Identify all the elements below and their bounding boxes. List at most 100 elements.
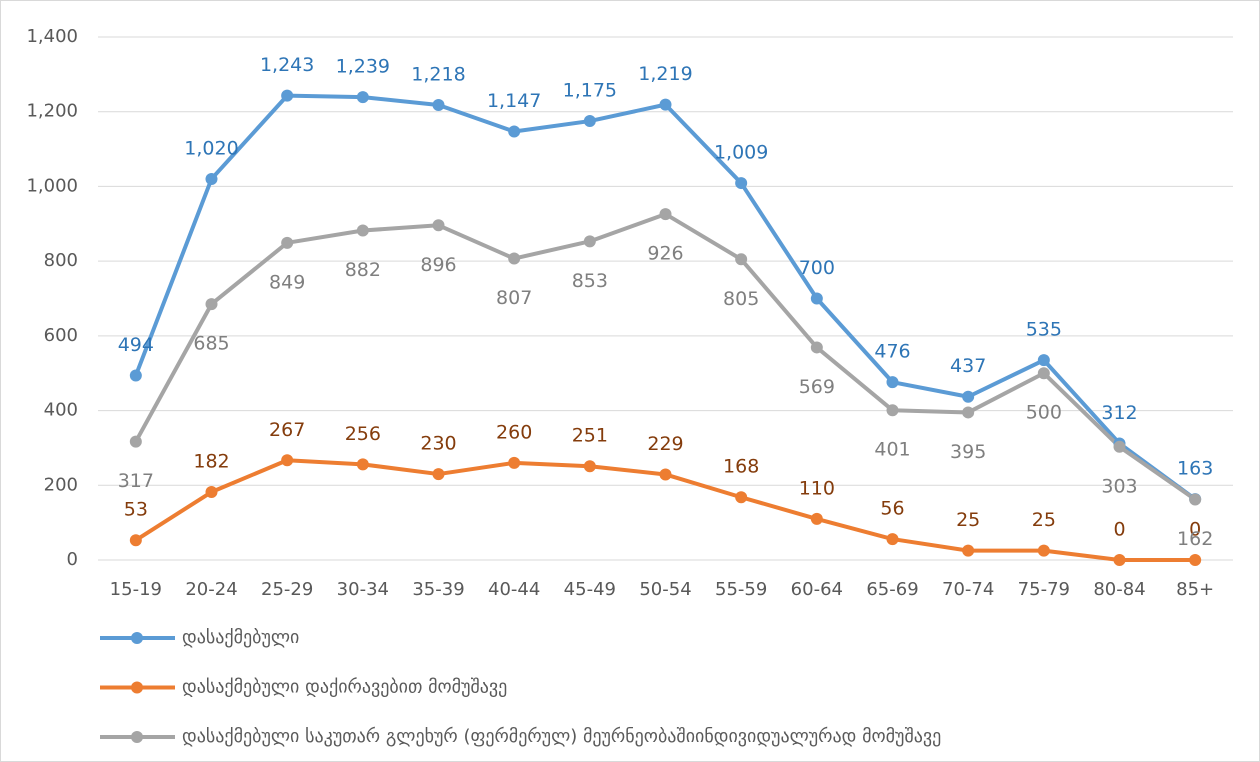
series-marker (356, 224, 369, 237)
data-label: 853 (572, 270, 608, 292)
series-marker (1037, 544, 1050, 557)
legend-marker (131, 731, 143, 743)
series-marker (810, 292, 823, 305)
x-tick-label: 75-79 (1018, 579, 1070, 600)
series-marker (205, 172, 218, 185)
series-marker (129, 435, 142, 448)
series-marker (129, 369, 142, 382)
series-marker (735, 253, 748, 266)
legend-label: დასაქმებული საკუთარ გლეხურ (ფერმერულ) მე… (182, 726, 941, 747)
data-label: 312 (1101, 402, 1137, 424)
legend-marker (131, 632, 143, 644)
y-tick-label: 600 (44, 325, 78, 346)
data-label: 535 (1026, 319, 1062, 341)
series-marker (1113, 440, 1126, 453)
series-marker (508, 125, 521, 138)
data-label: 1,243 (260, 54, 314, 76)
x-tick-label: 30-34 (337, 579, 389, 600)
series-marker (659, 468, 672, 481)
data-label: 53 (124, 499, 148, 521)
data-label: 882 (345, 259, 381, 281)
legend-marker (131, 681, 143, 694)
series-marker (583, 115, 596, 128)
y-tick-label: 1,200 (26, 101, 78, 122)
data-label: 896 (420, 254, 456, 276)
data-label: 0 (1113, 519, 1125, 541)
data-label: 182 (193, 451, 229, 473)
series-marker (1113, 554, 1126, 566)
series-marker (886, 533, 899, 546)
data-label: 494 (118, 334, 154, 356)
data-label: 267 (269, 419, 305, 441)
data-label: 168 (723, 456, 759, 478)
series-marker (205, 486, 218, 499)
data-label: 685 (193, 333, 229, 355)
y-tick-label: 200 (44, 474, 78, 495)
data-label: 849 (269, 271, 305, 293)
y-tick-label: 0 (67, 549, 78, 570)
series-marker (735, 491, 748, 504)
legend-label: დასაქმებული დაქირავებით მომუშავე (182, 677, 507, 698)
x-tick-label: 50-54 (639, 579, 691, 600)
series-marker (508, 456, 521, 469)
data-label: 260 (496, 421, 532, 443)
x-tick-label: 60-64 (791, 579, 843, 600)
x-tick-label: 65-69 (866, 579, 918, 600)
data-label: 500 (1026, 402, 1062, 424)
series-marker (962, 390, 975, 403)
series-marker (1037, 354, 1050, 367)
series-marker (356, 458, 369, 471)
data-label: 163 (1177, 458, 1213, 480)
data-label: 1,239 (336, 56, 390, 78)
series-marker (1189, 493, 1202, 506)
legend-label: დასაქმებული (182, 627, 299, 648)
series-marker (583, 460, 596, 473)
x-tick-label: 85+ (1176, 579, 1214, 600)
data-label: 162 (1177, 528, 1213, 550)
data-label: 317 (118, 470, 154, 492)
data-label: 1,147 (487, 90, 541, 112)
series-marker (432, 98, 445, 111)
series-marker (886, 404, 899, 417)
x-tick-label: 25-29 (261, 579, 313, 600)
x-tick-label: 55-59 (715, 579, 767, 600)
data-label: 1,009 (714, 142, 768, 164)
x-tick-label: 15-19 (110, 579, 162, 600)
series-marker (659, 98, 672, 111)
data-label: 303 (1101, 475, 1137, 497)
data-label: 805 (723, 288, 759, 310)
series-marker (1037, 367, 1050, 380)
data-label: 1,175 (563, 80, 617, 102)
series-marker (281, 89, 294, 102)
series-marker (281, 454, 294, 467)
series-marker (281, 236, 294, 249)
y-tick-label: 1,400 (26, 26, 78, 47)
data-label: 251 (572, 425, 608, 447)
data-label: 25 (956, 509, 980, 531)
data-label: 1,219 (638, 63, 692, 85)
data-label: 1,218 (411, 63, 465, 85)
data-label: 700 (799, 257, 835, 279)
x-tick-label: 80-84 (1093, 579, 1145, 600)
x-tick-label: 40-44 (488, 579, 540, 600)
data-label: 256 (345, 423, 381, 445)
series-marker (735, 177, 748, 190)
data-label: 110 (799, 477, 835, 499)
series-marker (129, 534, 142, 547)
series-marker (508, 252, 521, 265)
x-tick-label: 20-24 (185, 579, 237, 600)
y-tick-label: 1,000 (26, 175, 78, 196)
data-label: 56 (880, 498, 904, 520)
data-label: 807 (496, 287, 532, 309)
y-tick-label: 800 (44, 250, 78, 271)
series-marker (583, 235, 596, 248)
data-label: 230 (420, 433, 456, 455)
series-marker (432, 219, 445, 232)
data-label: 437 (950, 355, 986, 377)
series-marker (205, 298, 218, 311)
data-label: 401 (874, 439, 910, 461)
data-label: 1,020 (184, 137, 238, 159)
data-label: 0 (1189, 519, 1201, 541)
data-label: 926 (647, 243, 683, 265)
